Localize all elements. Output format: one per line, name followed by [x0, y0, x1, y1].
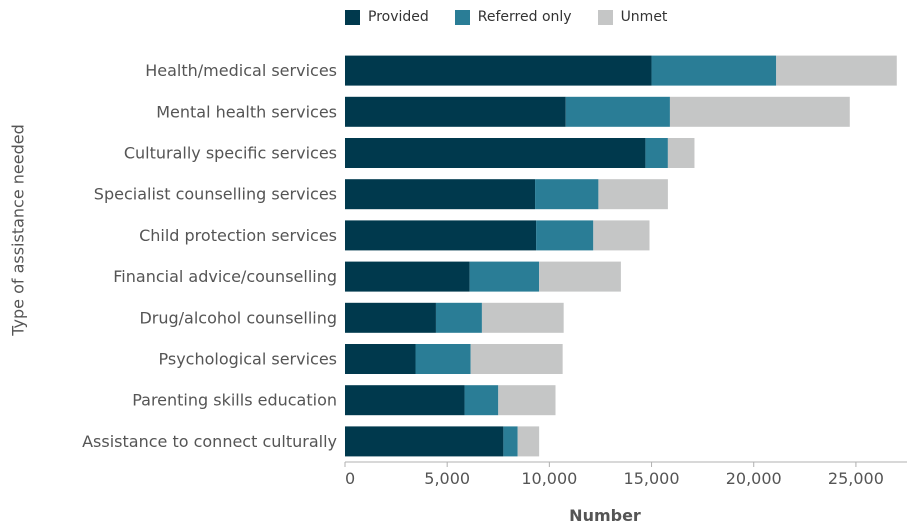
bar-unmet-4	[593, 220, 650, 251]
x-axis-title: Number	[569, 506, 641, 525]
bar-provided-5	[345, 261, 470, 292]
bar-provided-7	[345, 344, 416, 374]
bar-unmet-8	[498, 385, 556, 416]
x-tick-label: 20,000	[726, 469, 782, 488]
legend-label-unmet: Unmet	[620, 9, 668, 25]
bar-unmet-6	[481, 302, 564, 333]
bar-unmet-0	[776, 55, 897, 86]
bar-referred-only-1	[565, 96, 670, 127]
x-tick-label: 25,000	[828, 469, 884, 488]
legend-item-provided: Provided	[345, 9, 429, 25]
y-tick-label: Financial advice/counselling	[113, 267, 337, 286]
y-tick-label: Culturally specific services	[124, 144, 337, 163]
legend-swatch-referred-only	[454, 9, 470, 25]
bar-referred-only-9	[503, 426, 518, 457]
bar-provided-6	[345, 302, 436, 333]
bar-referred-only-5	[469, 261, 540, 292]
x-tick-label: 0	[345, 469, 355, 488]
bar-unmet-5	[539, 261, 621, 292]
bar-referred-only-2	[645, 138, 668, 168]
y-tick-label: Health/medical services	[145, 61, 337, 80]
y-tick-label: Assistance to connect culturally	[82, 432, 337, 451]
legend-swatch-provided	[345, 9, 360, 25]
y-tick-label: Child protection services	[139, 226, 337, 245]
bar-provided-1	[345, 96, 566, 127]
bar-unmet-2	[667, 138, 695, 168]
bar-unmet-1	[669, 96, 850, 127]
y-tick-label: Mental health services	[156, 102, 337, 121]
x-tick-label: 15,000	[624, 469, 680, 488]
y-tick-label: Drug/alcohol counselling	[139, 308, 337, 327]
bar-provided-8	[345, 385, 465, 416]
legend: Provided Referred only Unmet	[345, 9, 693, 25]
bar-referred-only-0	[651, 55, 777, 86]
bar-referred-only-6	[435, 302, 482, 333]
bar-unmet-3	[598, 179, 668, 210]
bar-provided-0	[345, 55, 652, 86]
bar-unmet-7	[470, 344, 563, 374]
bar-referred-only-7	[415, 344, 471, 374]
x-tick-label: 10,000	[521, 469, 577, 488]
legend-item-unmet: Unmet	[597, 9, 668, 25]
bar-provided-2	[345, 138, 646, 168]
x-tick-label: 5,000	[424, 469, 470, 488]
y-tick-label: Psychological services	[158, 350, 337, 369]
bar-provided-9	[345, 426, 504, 457]
legend-label-provided: Provided	[368, 9, 429, 25]
bar-referred-only-3	[535, 179, 599, 210]
bar-unmet-9	[517, 426, 540, 457]
y-tick-label: Parenting skills education	[132, 391, 337, 410]
y-tick-label: Specialist counselling services	[94, 185, 337, 204]
bar-referred-only-4	[536, 220, 594, 251]
bar-provided-3	[345, 179, 536, 210]
legend-swatch-unmet	[597, 9, 613, 25]
bar-provided-4	[345, 220, 537, 251]
legend-item-referred-only: Referred only	[454, 9, 572, 25]
legend-label-referred-only: Referred only	[477, 9, 572, 25]
bar-referred-only-8	[464, 385, 499, 416]
